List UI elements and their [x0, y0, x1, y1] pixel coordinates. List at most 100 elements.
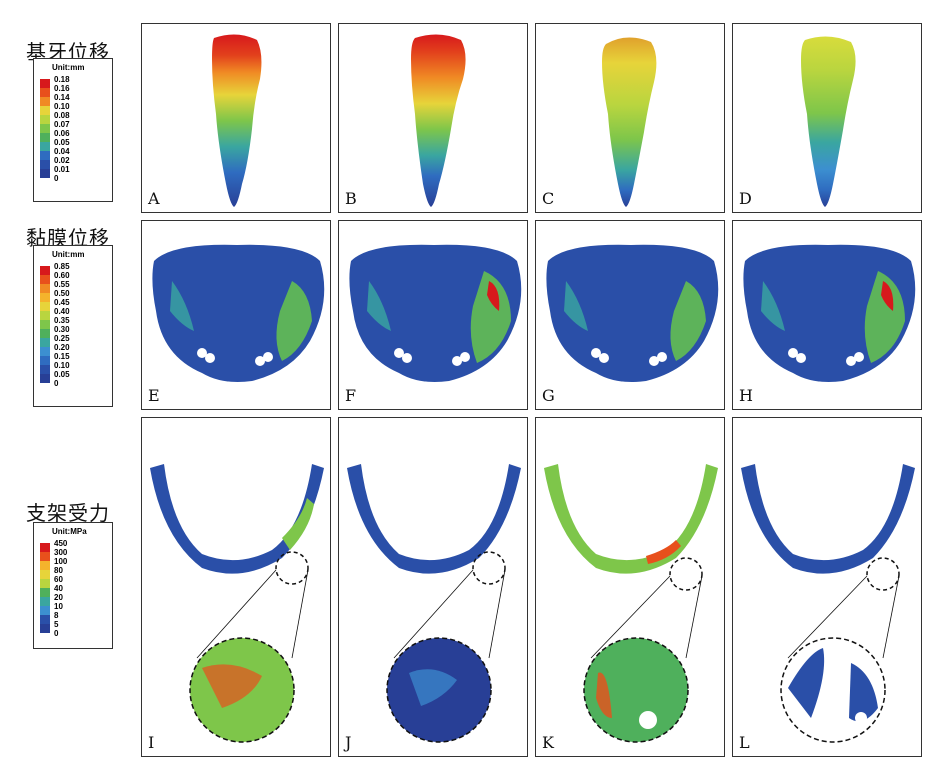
legend-abutment: Unit:mm 0.18 0.16 0.14 0.10 0.08 0.07 0.06 0.05 0…	[33, 58, 113, 202]
legend-tick-label: 40	[54, 584, 63, 593]
panel-g: G	[535, 220, 725, 410]
legend-tick-label: 0	[54, 174, 59, 183]
legend-tick-label: 0.05	[54, 138, 70, 147]
framework-stress-j	[347, 464, 521, 743]
legend-swatch	[40, 284, 50, 293]
legend-tick-label: 0.02	[54, 156, 70, 165]
mucosa-displacement-f	[349, 244, 522, 382]
legend-tick-label: 0.85	[54, 262, 70, 271]
legend-swatch	[40, 356, 50, 365]
tooth-displacement-b	[411, 34, 466, 207]
legend-tick-label: 0.35	[54, 316, 70, 325]
legend-swatch	[40, 79, 50, 88]
panel-label-k: K	[542, 733, 554, 752]
legend-tick-label: 0.50	[54, 289, 70, 298]
legend-tick-label: 0.10	[54, 361, 70, 370]
legend-swatch	[40, 329, 50, 338]
legend-tick-label: 0.18	[54, 75, 70, 84]
row-title-framework: 支架受力	[26, 501, 110, 525]
legend-tick-label: 80	[54, 566, 63, 575]
legend-colorbar	[40, 543, 50, 633]
legend-swatch	[40, 124, 50, 133]
legend-swatch	[40, 338, 50, 347]
panel-i: I	[141, 417, 331, 757]
legend-colorbar	[40, 79, 50, 178]
legend-tick-label: 5	[54, 620, 59, 629]
legend-tick-label: 300	[54, 548, 68, 557]
panel-label-a: A	[148, 189, 160, 208]
panel-label-j: J	[345, 733, 352, 752]
legend-swatch	[40, 615, 50, 624]
legend-tick-label: 0.01	[54, 165, 70, 174]
legend-unit: Unit:mm	[52, 63, 85, 72]
legend-tick-label: 0.04	[54, 147, 70, 156]
panel-label-d: D	[739, 189, 752, 208]
panel-label-f: F	[345, 386, 357, 405]
legend-framework: Unit:MPa 450 300 100 80 60 40 20 10 8 5 0	[33, 522, 113, 649]
legend-colorbar	[40, 266, 50, 383]
tooth-displacement-c	[602, 37, 657, 207]
legend-swatch	[40, 624, 50, 633]
legend-swatch	[40, 311, 50, 320]
panel-label-g: G	[542, 386, 555, 405]
legend-unit: Unit:mm	[52, 250, 85, 259]
framework-stress-k	[544, 464, 718, 743]
legend-swatch	[40, 97, 50, 106]
panel-label-i: I	[148, 733, 155, 752]
panel-f: F	[338, 220, 528, 410]
legend-swatch	[40, 597, 50, 606]
legend-tick-label: 20	[54, 593, 63, 602]
panel-c: C	[535, 23, 725, 213]
legend-tick-label: 0.08	[54, 111, 70, 120]
legend-swatch	[40, 606, 50, 615]
legend-tick-label: 0.05	[54, 370, 70, 379]
mucosa-displacement-g	[546, 244, 719, 382]
panel-label-h: H	[739, 386, 753, 405]
legend-swatch	[40, 115, 50, 124]
legend-tick-label: 0	[54, 379, 59, 388]
legend-tick-label: 0	[54, 629, 59, 638]
legend-tick-label: 8	[54, 611, 59, 620]
panel-k: K	[535, 417, 725, 757]
panel-label-e: E	[148, 386, 160, 405]
legend-tick-label: 0.16	[54, 84, 70, 93]
legend-tick-label: 0.14	[54, 93, 70, 102]
tooth-displacement-d	[801, 36, 856, 207]
legend-tick-label: 60	[54, 575, 63, 584]
legend-tick-label: 100	[54, 557, 68, 566]
mucosa-displacement-e	[152, 244, 325, 382]
framework-stress-l	[741, 464, 915, 743]
legend-swatch	[40, 106, 50, 115]
framework-stress-i	[150, 464, 324, 743]
legend-swatch	[40, 160, 50, 169]
panel-d: D	[732, 23, 922, 213]
panel-label-l: L	[739, 733, 750, 752]
panel-e: E	[141, 220, 331, 410]
legend-tick-label: 0.30	[54, 325, 70, 334]
legend-unit: Unit:MPa	[52, 527, 87, 536]
panel-a: A	[141, 23, 331, 213]
legend-tick-label: 0.10	[54, 102, 70, 111]
legend-tick-label: 0.20	[54, 343, 70, 352]
legend-tick-label: 0.06	[54, 129, 70, 138]
tooth-displacement-a	[212, 34, 262, 207]
legend-swatch	[40, 169, 50, 178]
legend-tick-label: 0.55	[54, 280, 70, 289]
legend-swatch	[40, 88, 50, 97]
legend-tick-label: 0.45	[54, 298, 70, 307]
legend-swatch	[40, 302, 50, 311]
legend-tick-label: 0.07	[54, 120, 70, 129]
legend-swatch	[40, 552, 50, 561]
legend-swatch	[40, 266, 50, 275]
panel-b: B	[338, 23, 528, 213]
legend-swatch	[40, 561, 50, 570]
legend-mucosa: Unit:mm 0.85 0.60 0.55 0.50 0.45 0.40 0.35 0.30 0…	[33, 245, 113, 407]
legend-swatch	[40, 579, 50, 588]
legend-swatch	[40, 570, 50, 579]
legend-swatch	[40, 142, 50, 151]
legend-swatch	[40, 588, 50, 597]
legend-tick-label: 450	[54, 539, 68, 548]
panel-label-c: C	[542, 189, 555, 208]
legend-swatch	[40, 133, 50, 142]
panel-l: L	[732, 417, 922, 757]
